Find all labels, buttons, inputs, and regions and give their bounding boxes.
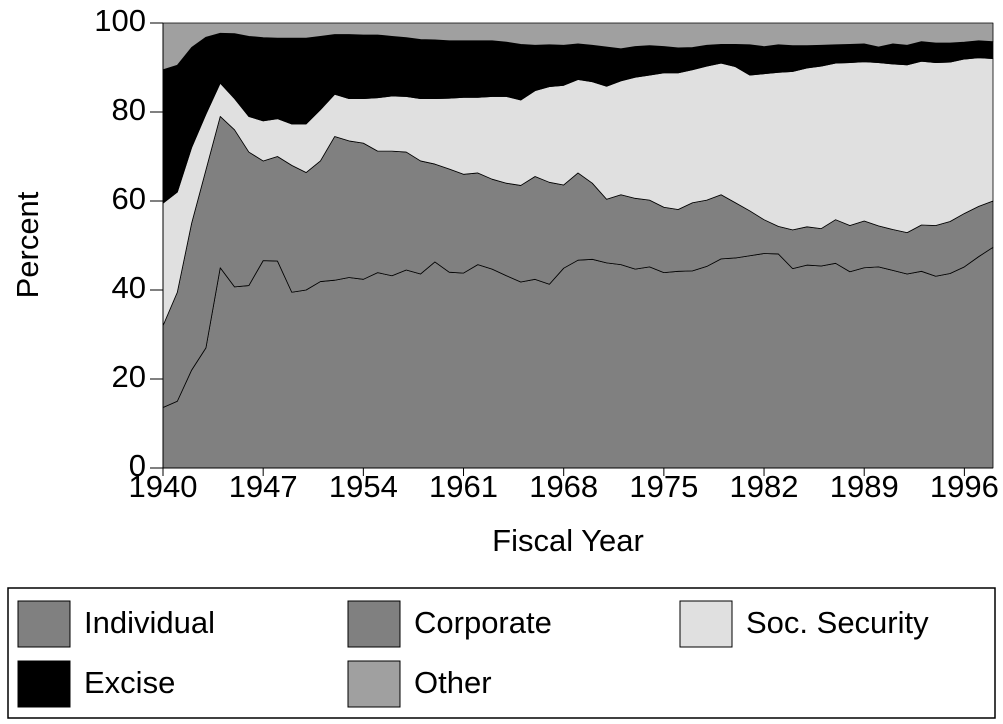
y-tick-label: 0 — [129, 448, 146, 483]
legend-label: Individual — [84, 605, 215, 640]
legend-box — [7, 587, 996, 719]
y-tick-label: 80 — [112, 92, 146, 127]
x-axis-label: Fiscal Year — [492, 523, 644, 558]
x-tick-label: 1989 — [830, 469, 899, 504]
x-tick-label: 1982 — [730, 469, 799, 504]
legend-swatch — [347, 660, 401, 708]
legend-swatch — [679, 600, 733, 648]
y-tick-label: 20 — [112, 359, 146, 394]
x-tick-label: 1961 — [429, 469, 498, 504]
y-tick-label: 40 — [112, 270, 146, 305]
x-tick-label: 1940 — [129, 469, 198, 504]
x-tick-label: 1968 — [529, 469, 598, 504]
legend-swatch — [347, 600, 401, 648]
x-tick-label: 1954 — [329, 469, 398, 504]
legend-swatch — [17, 660, 71, 708]
legend-label: Soc. Security — [746, 605, 929, 640]
legend-label: Corporate — [414, 605, 552, 640]
y-tick-label: 60 — [112, 181, 146, 216]
x-tick-label: 1947 — [229, 469, 298, 504]
x-tick-label: 1996 — [930, 469, 999, 504]
legend-swatch — [17, 600, 71, 648]
x-tick-label: 1975 — [629, 469, 698, 504]
y-axis-label: Percent — [10, 191, 45, 298]
y-tick-label: 100 — [94, 3, 146, 38]
legend-label: Other — [414, 665, 492, 700]
area — [162, 22, 994, 71]
legend-label: Excise — [84, 665, 175, 700]
